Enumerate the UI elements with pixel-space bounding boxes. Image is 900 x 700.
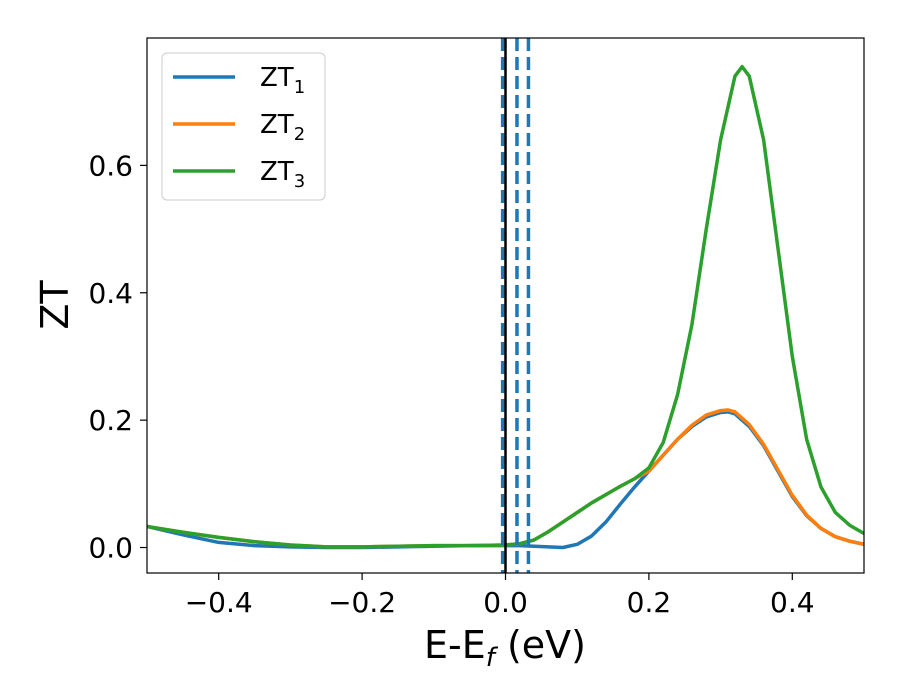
vertical-lines xyxy=(500,38,531,573)
x-tick-label: −0.2 xyxy=(328,586,396,619)
y-tick-label: 0.0 xyxy=(88,532,133,565)
x-tick-label: −0.4 xyxy=(185,586,253,619)
x-axis-label: E-Ef (eV) xyxy=(424,623,586,673)
x-axis-ticks: −0.4 −0.2 0.0 0.2 0.4 xyxy=(185,573,815,619)
x-tick-label: 0.4 xyxy=(770,586,815,619)
legend-box xyxy=(161,52,326,201)
legend: ZT1 ZT2 ZT3 xyxy=(161,52,326,201)
x-tick-label: 0.0 xyxy=(483,586,528,619)
y-tick-label: 0.6 xyxy=(88,149,133,182)
series-line-3 xyxy=(147,64,864,549)
series-layer xyxy=(147,64,864,550)
legend-label-3: ZT3 xyxy=(260,157,305,192)
y-tick-label: 0.2 xyxy=(88,404,133,437)
y-axis-ticks: 0.0 0.2 0.4 0.6 xyxy=(88,149,147,565)
x-tick-label: 0.2 xyxy=(627,586,672,619)
legend-label-2: ZT2 xyxy=(260,110,305,145)
y-axis-label: ZT xyxy=(33,280,77,330)
legend-label-1: ZT1 xyxy=(260,63,305,98)
y-tick-label: 0.4 xyxy=(88,277,133,310)
